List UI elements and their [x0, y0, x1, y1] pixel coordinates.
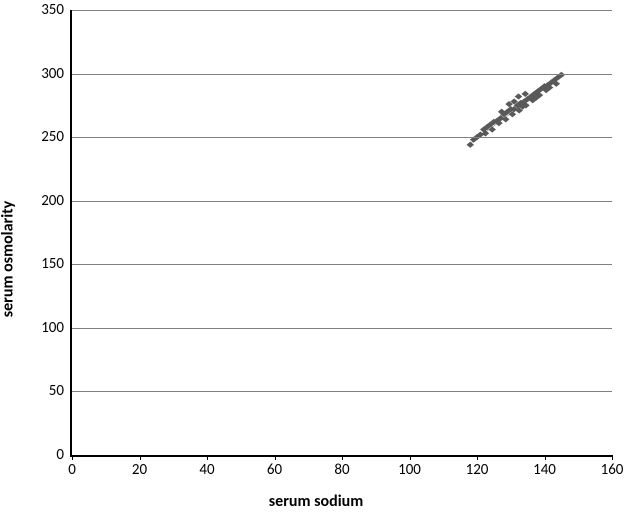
x-tick-label: 0	[68, 455, 76, 479]
y-tick-label: 200	[41, 192, 72, 210]
plot-area: 0501001502002503003500204060801001201401…	[70, 10, 612, 457]
gridline	[72, 264, 612, 265]
gridline	[72, 201, 612, 202]
x-tick-label: 60	[267, 455, 282, 479]
x-tick-label: 40	[199, 455, 214, 479]
data-layer	[72, 10, 612, 455]
x-axis-title: serum sodium	[269, 492, 363, 511]
gridline	[72, 328, 612, 329]
gridline	[72, 74, 612, 75]
y-tick-label: 150	[41, 255, 72, 273]
gridline	[72, 10, 612, 11]
data-point	[466, 142, 474, 148]
y-axis-title: serum osmolarity	[0, 200, 18, 317]
y-tick-label: 100	[41, 319, 72, 337]
gridline	[72, 391, 612, 392]
x-tick-label: 20	[132, 455, 147, 479]
y-tick-label: 250	[41, 128, 72, 146]
y-tick-label: 350	[41, 1, 72, 19]
x-tick-label: 80	[334, 455, 349, 479]
y-tick-label: 300	[41, 65, 72, 83]
data-point	[515, 93, 523, 99]
y-tick-label: 50	[49, 382, 72, 400]
x-tick-label: 120	[466, 455, 489, 479]
chart-container: serum osmolarity serum sodium 0501001502…	[0, 0, 632, 517]
x-tick-label: 100	[398, 455, 421, 479]
x-tick-label: 140	[533, 455, 556, 479]
gridline	[72, 137, 612, 138]
x-tick-label: 160	[601, 455, 624, 479]
